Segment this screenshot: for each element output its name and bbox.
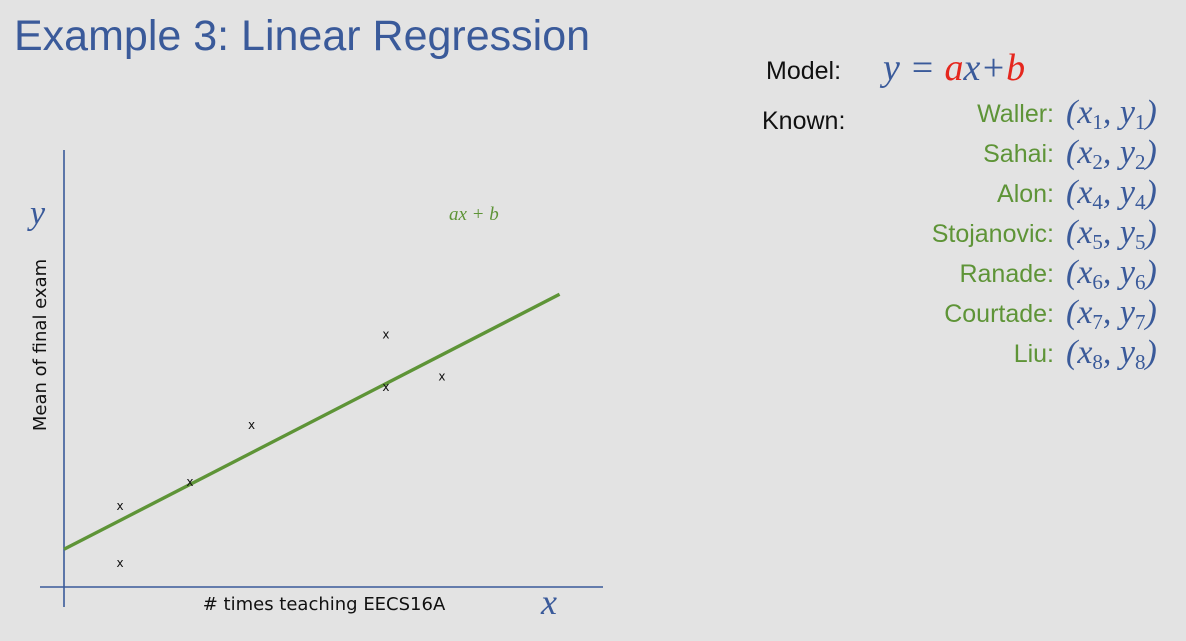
slide-title: Example 3: Linear Regression xyxy=(14,12,591,60)
known-label: Known: xyxy=(762,107,846,135)
known-entry-name: Courtade: xyxy=(944,299,1054,328)
known-entry-name: Sahai: xyxy=(983,139,1054,168)
known-entry-sahai: Sahai: (x2, y2) xyxy=(850,134,1172,174)
fit-line-label: ax + b xyxy=(449,204,499,225)
known-entry-name: Waller: xyxy=(977,99,1054,128)
model-equals: = xyxy=(899,47,945,89)
known-entry-name: Liu: xyxy=(1013,339,1054,368)
model-var-x: x xyxy=(963,47,981,89)
known-entry-coords: (x5, y5) xyxy=(1066,213,1157,254)
data-point: x xyxy=(382,327,389,341)
known-entry-waller: Waller: (x1, y1) xyxy=(850,94,1172,134)
model-label: Model: xyxy=(766,57,842,85)
known-entry-coords: (x7, y7) xyxy=(1066,293,1157,334)
data-point: x xyxy=(186,475,193,489)
known-entry-courtade: Courtade: (x7, y7) xyxy=(850,294,1172,334)
known-list: Waller: (x1, y1) Sahai: (x2, y2) Alon: (x4,… xyxy=(850,94,1172,374)
data-point: x xyxy=(116,499,123,513)
data-points: x x x x x x x xyxy=(116,327,445,570)
known-entry-stojanovic: Stojanovic: (x5, y5) xyxy=(850,214,1172,254)
x-axis-label: # times teaching EECS16A xyxy=(203,594,446,615)
scatter-plot: y x Mean of final exam # times teaching … xyxy=(27,150,603,622)
known-entry-coords: (x2, y2) xyxy=(1066,133,1157,174)
model-coef-b: b xyxy=(1006,47,1026,89)
known-entry-liu: Liu: (x8, y8) xyxy=(850,334,1172,374)
model-lhs: y xyxy=(883,47,900,89)
model-equation: y = ax+b xyxy=(883,46,1025,90)
data-point: x xyxy=(248,418,255,432)
data-point: x xyxy=(438,369,445,383)
y-axis-label: Mean of final exam xyxy=(30,259,51,431)
known-entry-ranade: Ranade: (x6, y6) xyxy=(850,254,1172,294)
known-entry-coords: (x4, y4) xyxy=(1066,173,1157,214)
y-axis-symbol: y xyxy=(27,195,46,232)
model-plus: + xyxy=(980,47,1007,89)
x-axis-symbol: x xyxy=(540,582,557,622)
data-point: x xyxy=(116,556,123,570)
model-coef-a: a xyxy=(944,47,964,89)
known-entry-name: Stojanovic: xyxy=(931,219,1054,248)
known-entry-name: Alon: xyxy=(997,179,1054,208)
known-entry-coords: (x1, y1) xyxy=(1066,93,1157,134)
known-entry-alon: Alon: (x4, y4) xyxy=(850,174,1172,214)
known-entry-name: Ranade: xyxy=(959,259,1054,288)
data-point: x xyxy=(382,380,389,394)
fit-line xyxy=(63,292,561,551)
known-entry-coords: (x8, y8) xyxy=(1066,333,1157,374)
known-entry-coords: (x6, y6) xyxy=(1066,253,1157,294)
